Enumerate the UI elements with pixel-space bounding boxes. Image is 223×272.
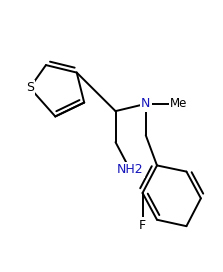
Text: F: F bbox=[139, 219, 146, 232]
Text: N: N bbox=[141, 97, 151, 110]
Text: S: S bbox=[26, 81, 34, 94]
Text: Me: Me bbox=[170, 97, 188, 110]
Text: NH2: NH2 bbox=[117, 163, 144, 177]
